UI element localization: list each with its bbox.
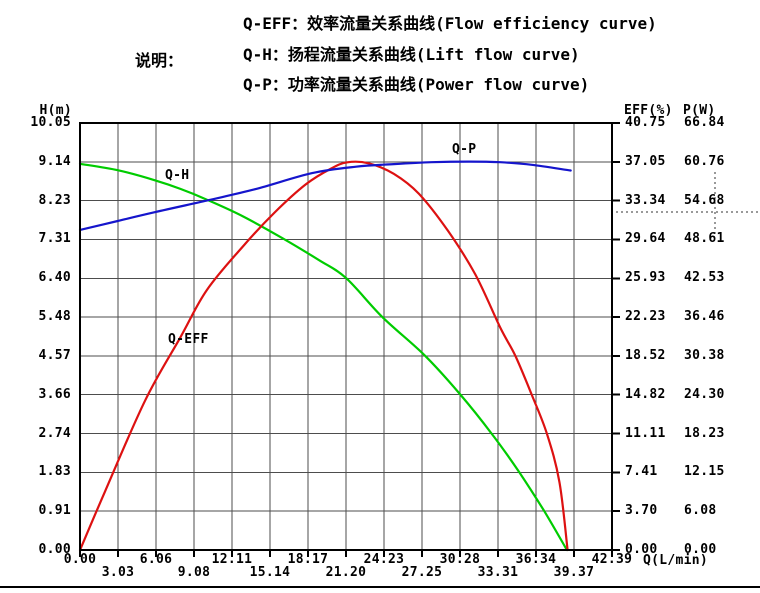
p-tick-label: 6.08	[684, 503, 717, 519]
q-tick-label: 30.28	[439, 552, 481, 567]
h-tick-label: 10.05	[30, 115, 71, 130]
q-tick-label: 15.14	[249, 565, 291, 580]
curve-q-h	[78, 162, 568, 552]
h-tick-label: 5.48	[38, 309, 71, 325]
eff-tick-label: 0.00	[625, 542, 658, 557]
eff-tick-label: 14.82	[625, 386, 666, 402]
curve-q-eff	[78, 160, 569, 552]
h-tick-label: 2.74	[38, 425, 71, 441]
p-tick-label: 42.53	[684, 270, 725, 286]
q-tick-label: 27.25	[401, 565, 443, 580]
x-axis-title: Q(L/min)	[643, 553, 709, 568]
curve-label-qp: Q-P	[452, 142, 477, 157]
p-tick-label: 30.38	[684, 347, 725, 363]
legend-title: 说明：	[135, 51, 184, 70]
h-tick-label: 3.66	[38, 386, 71, 402]
eff-tick-label: 33.34	[625, 192, 666, 208]
y-axis-title-p: P(W)	[683, 103, 716, 118]
eff-tick-label: 22.23	[625, 309, 666, 325]
eff-tick-label: 18.52	[625, 347, 666, 363]
h-tick-label: 4.57	[38, 347, 71, 363]
curve-label-qeff: Q-EFF	[168, 332, 209, 347]
h-tick-label: 1.83	[38, 464, 71, 480]
h-tick-label: 9.14	[38, 153, 71, 169]
q-tick-label: 36.34	[515, 552, 557, 567]
eff-tick-label: 11.11	[625, 425, 666, 441]
legend-line-qeff: Q-EFF：效率流量关系曲线(Flow efficiency curve)	[243, 14, 657, 33]
y-axis-title-eff: EFF(%)	[624, 103, 673, 118]
q-tick-label: 3.03	[101, 565, 135, 580]
q-tick-label: 0.00	[63, 552, 97, 567]
h-tick-label: 7.31	[38, 231, 71, 247]
q-tick-label: 18.17	[287, 552, 329, 567]
h-tick-label: 0.91	[38, 503, 71, 519]
q-tick-label: 39.37	[553, 565, 595, 580]
eff-tick-label: 29.64	[625, 231, 666, 247]
eff-tick-label: 7.41	[625, 464, 658, 480]
p-tick-label: 54.68	[684, 192, 725, 208]
p-tick-label: 60.76	[684, 153, 725, 169]
eff-tick-label: 25.93	[625, 270, 666, 286]
legend-line-qp: Q-P：功率流量关系曲线(Power flow curve)	[243, 75, 590, 94]
h-tick-label: 8.23	[38, 192, 71, 208]
q-tick-label: 6.06	[139, 552, 173, 567]
y-axis-title-h: H(m)	[39, 103, 72, 118]
legend-line-qh: Q-H：扬程流量关系曲线(Lift flow curve)	[243, 45, 580, 64]
eff-tick-label: 37.05	[625, 153, 666, 169]
p-tick-label: 0.00	[684, 542, 717, 557]
q-tick-label: 21.20	[325, 565, 367, 580]
h-tick-label: 0.00	[38, 542, 71, 557]
eff-tick-label: 40.75	[625, 115, 666, 130]
p-tick-label: 12.15	[684, 464, 725, 480]
eff-tick-label: 3.70	[625, 503, 658, 519]
p-tick-label: 18.23	[684, 425, 725, 441]
p-tick-label: 66.84	[684, 115, 725, 130]
q-tick-label: 33.31	[477, 565, 519, 580]
page-bottom-border	[0, 586, 760, 588]
q-tick-label: 12.11	[211, 552, 253, 567]
p-tick-label: 36.46	[684, 309, 725, 325]
p-tick-label: 24.30	[684, 386, 725, 402]
p-tick-label: 48.61	[684, 231, 725, 247]
curve-label-qh: Q-H	[165, 168, 190, 183]
curve-q-p	[78, 160, 572, 231]
h-tick-label: 6.40	[38, 270, 71, 286]
q-tick-label: 24.23	[363, 552, 405, 567]
q-tick-label: 9.08	[177, 565, 211, 580]
q-tick-label: 42.39	[591, 552, 633, 567]
